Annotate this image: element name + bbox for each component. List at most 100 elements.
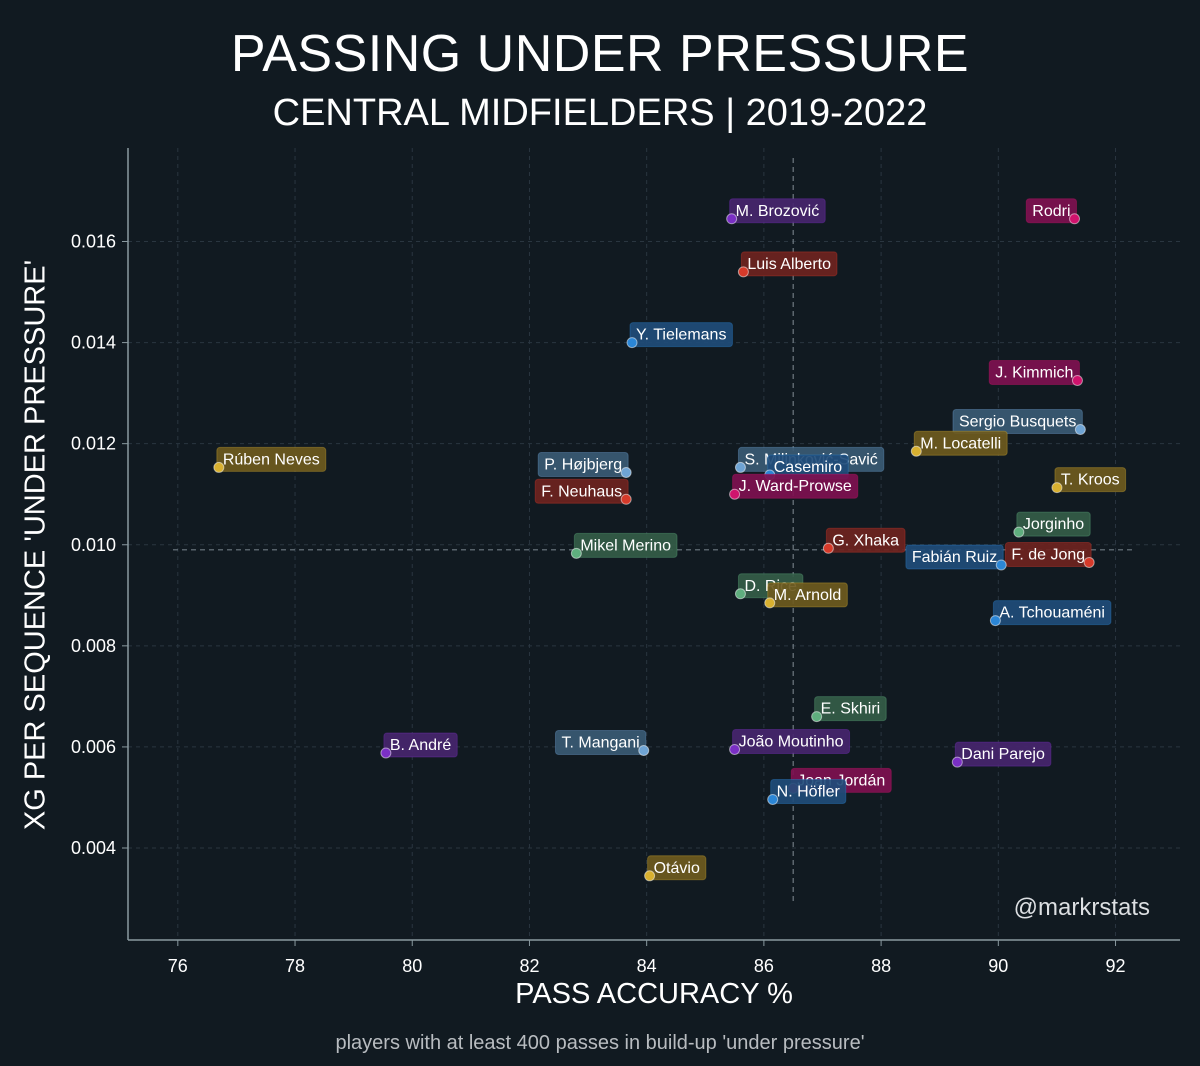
x-tick-label: 86 (754, 956, 774, 976)
data-point (213, 461, 225, 473)
data-point (767, 793, 779, 805)
y-tick-label: 0.014 (71, 333, 116, 353)
data-point (822, 542, 834, 554)
data-point (1069, 213, 1081, 225)
data-point-group: T. Mangani (554, 729, 650, 756)
data-point-label-box (952, 409, 1083, 435)
data-point (380, 747, 392, 759)
data-point (737, 266, 749, 278)
data-point-label-box (383, 732, 458, 758)
data-point-group: J. Ward-Prowse (729, 473, 859, 500)
data-point (1071, 374, 1083, 386)
data-point (726, 213, 738, 225)
data-point-label-box (554, 729, 647, 755)
data-point (811, 711, 823, 723)
data-point-group: Mikel Merino (570, 532, 678, 559)
chart-subtitle: CENTRAL MIDFIELDERS | 2019-2022 (272, 92, 928, 134)
data-point-label-box (729, 198, 826, 224)
data-point (764, 597, 776, 609)
data-point-label-box (216, 446, 327, 472)
data-point-group: Rúben Neves (213, 446, 327, 473)
data-point-group: A. Tchouaméni (989, 600, 1112, 627)
x-tick-label: 90 (988, 956, 1008, 976)
data-point-label: Luis Alberto (747, 256, 831, 273)
data-point-group: N. Höfler (767, 778, 847, 805)
data-point-label-box (732, 728, 851, 754)
data-point-label: João Moutinho (739, 733, 844, 750)
x-tick-label: 80 (402, 956, 422, 976)
data-point-group: P. Højbjerg (537, 451, 632, 478)
y-tick-label: 0.016 (71, 232, 116, 252)
data-point-label-box (647, 855, 707, 881)
data-point-label-box (814, 696, 887, 722)
x-tick-label: 92 (1106, 956, 1126, 976)
data-point-group: Dani Parejo (951, 741, 1052, 768)
data-point-label: A. Tchouaméni (999, 605, 1105, 622)
data-point-label: B. André (390, 737, 451, 754)
x-tick-label: 88 (871, 956, 891, 976)
data-point-label-box (1054, 467, 1127, 493)
data-point-label: T. Mangani (561, 734, 639, 751)
watermark: @markrstats (1013, 894, 1150, 921)
data-point-group: F. Neuhaus (534, 478, 632, 505)
data-point (951, 756, 963, 768)
data-point-label-box (767, 582, 848, 608)
data-point-label-box (1016, 511, 1091, 537)
data-point-label: J. Ward-Prowse (739, 478, 852, 495)
data-point (570, 547, 582, 559)
data-point-group: M. Arnold (764, 582, 848, 609)
data-point-group: Rodri (1025, 198, 1081, 225)
x-tick-label: 82 (519, 956, 539, 976)
data-point (1074, 424, 1086, 436)
x-tick-label: 84 (637, 956, 657, 976)
data-point-group: M. Brozović (726, 198, 826, 225)
data-point-group: Jorginho (1013, 511, 1091, 538)
data-point-label: Y. Tielemans (636, 327, 726, 344)
y-tick-label: 0.010 (71, 535, 116, 555)
data-point-label: Mikel Merino (580, 537, 671, 554)
data-point-label: Casemiro (774, 459, 843, 476)
data-point-group: Luis Alberto (737, 251, 838, 278)
data-point-label-box (1004, 541, 1092, 567)
data-point (989, 615, 1001, 627)
data-point-label-box (732, 473, 859, 499)
data-point (644, 870, 656, 882)
footnote: players with at least 400 passes in buil… (335, 1032, 865, 1054)
data-point (620, 493, 632, 505)
data-point (1083, 556, 1095, 568)
data-point (638, 744, 650, 756)
data-point (729, 488, 741, 500)
data-point-label: E. Skhiri (821, 701, 881, 718)
data-point (620, 466, 632, 478)
data-point-label-box (629, 322, 733, 348)
y-axis-label: XG PER SEQUENCE 'UNDER PRESSURE' (19, 259, 52, 831)
data-point-label-box (537, 451, 629, 477)
data-point-group: T. Kroos (1051, 467, 1127, 494)
data-point-label-box (770, 778, 847, 804)
data-point (1051, 482, 1063, 494)
data-point-group: Y. Tielemans (626, 322, 733, 349)
data-point-label: Jorginho (1023, 516, 1084, 533)
chart-title: PASSING UNDER PRESSURE (230, 25, 970, 83)
data-point-label-box (825, 527, 906, 553)
data-point-label: T. Kroos (1061, 472, 1120, 489)
data-point-label: M. Brozović (736, 203, 820, 220)
data-point-label: F. Neuhaus (541, 483, 622, 500)
data-point-label-box (1025, 198, 1078, 224)
data-point-label-box (573, 532, 678, 558)
data-point-group: Otávio (644, 855, 707, 882)
data-point-label-box (992, 600, 1112, 626)
data-point-label-box (913, 430, 1008, 456)
data-point-group: F. de Jong (1004, 541, 1095, 568)
data-point-label: G. Xhaka (832, 532, 899, 549)
data-point-group: Sergio Busquets (952, 409, 1086, 436)
x-tick-label: 76 (168, 956, 188, 976)
data-point (734, 588, 746, 600)
data-point-label-box (988, 359, 1080, 385)
data-point (1013, 526, 1025, 538)
data-point-label: Otávio (654, 860, 700, 877)
data-point-group: E. Skhiri (811, 696, 887, 723)
data-point-group: João Moutinho (729, 728, 851, 755)
data-point-label: M. Arnold (774, 587, 842, 604)
